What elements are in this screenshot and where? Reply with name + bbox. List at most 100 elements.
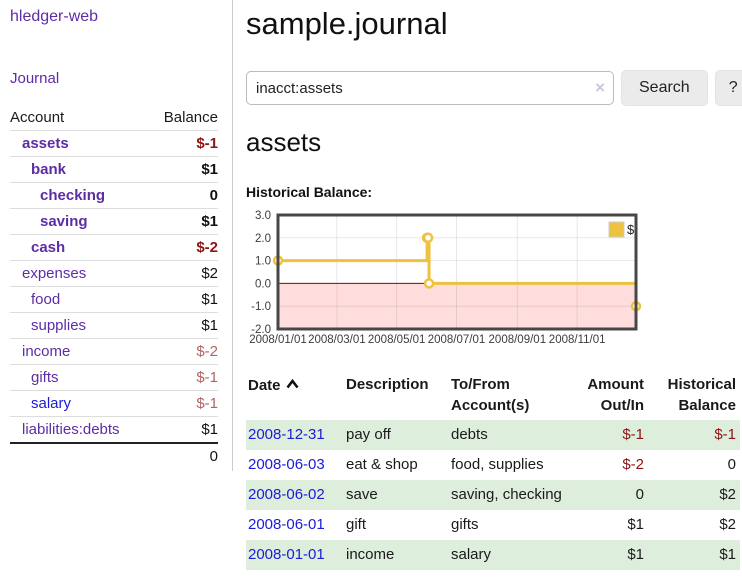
search-form: × Search ?: [246, 70, 742, 106]
transaction-date-link[interactable]: 2008-06-02: [248, 486, 325, 503]
search-input[interactable]: [246, 71, 614, 105]
register-amount: $-1: [622, 426, 644, 443]
register-accounts: gifts: [451, 516, 479, 533]
account-balance: $1: [149, 416, 218, 444]
svg-text:3.0: 3.0: [255, 210, 271, 222]
sidebar-item-journal[interactable]: Journal: [10, 70, 60, 87]
account-link[interactable]: saving: [40, 213, 88, 230]
account-link[interactable]: bank: [31, 161, 67, 178]
register-description: eat & shop: [346, 456, 418, 473]
account-balance: $-2: [149, 338, 218, 365]
register-amount: 0: [635, 486, 644, 503]
svg-text:2008/03/01: 2008/03/01: [308, 334, 366, 346]
column-header-amount: Amount Out/In: [587, 376, 644, 414]
account-link[interactable]: expenses: [22, 265, 87, 282]
main-content: sample.journal × Search ? assets Histori…: [233, 0, 742, 570]
account-row: gifts $-1: [10, 364, 218, 391]
sort-ascending-icon: [285, 374, 299, 395]
register-table: Date Description To/From Account(s) Amou…: [246, 372, 740, 570]
account-row: bank $1: [10, 156, 218, 183]
chart-container: 3.0 2.0 1.0 0.0 -1.0 -2.0 2008/01/01 2008/03/01…: [246, 209, 742, 359]
accounts-header-balance: Balance: [149, 106, 218, 131]
account-row: cash $-2: [10, 234, 218, 261]
account-balance: $1: [149, 208, 218, 235]
transaction-date-link[interactable]: 2008-12-31: [248, 426, 325, 443]
column-header-description: Description: [346, 376, 429, 393]
account-row: income $-2: [10, 338, 218, 365]
column-header-accounts: To/From Account(s): [451, 376, 530, 414]
register-amount: $1: [627, 546, 644, 563]
account-link[interactable]: salary: [31, 395, 72, 412]
register-accounts: salary: [451, 546, 492, 563]
column-header-balance: Historical Balance: [667, 376, 736, 414]
accounts-total-spacer: [10, 442, 150, 469]
register-description: pay off: [346, 426, 391, 443]
account-balance: $1: [149, 312, 218, 339]
register-balance: $-1: [714, 426, 736, 443]
register-balance: $2: [719, 516, 736, 533]
register-row: 2008-12-31 pay off debts $-1 $-1: [246, 420, 740, 450]
register-description: gift: [346, 516, 367, 533]
account-link[interactable]: gifts: [31, 369, 59, 386]
register-accounts: food, supplies: [451, 456, 544, 473]
account-row: supplies $1: [10, 312, 218, 339]
page-title: sample.journal: [246, 6, 448, 41]
account-balance: $-1: [149, 130, 218, 157]
account-balance: $-1: [149, 390, 218, 417]
help-button[interactable]: ?: [714, 70, 742, 106]
svg-text:-1.0: -1.0: [251, 301, 271, 313]
account-link[interactable]: supplies: [31, 317, 87, 334]
accounts-total-row: 0: [10, 442, 218, 469]
account-balance: $1: [149, 156, 218, 183]
account-heading: assets: [246, 127, 322, 157]
account-link[interactable]: cash: [31, 239, 66, 256]
account-row: liabilities:debts $1: [10, 416, 218, 444]
account-row: expenses $2: [10, 260, 218, 287]
register-amount: $1: [627, 516, 644, 533]
transaction-date-link[interactable]: 2008-06-01: [248, 516, 325, 533]
svg-text:1.0: 1.0: [255, 256, 271, 268]
register-row: 2008-01-01 income salary $1 $1: [246, 540, 740, 570]
svg-text:2008/05/01: 2008/05/01: [368, 334, 426, 346]
accounts-header-account: Account: [10, 106, 150, 131]
svg-text:2008/09/01: 2008/09/01: [489, 334, 547, 346]
account-balance: $-2: [149, 234, 218, 261]
clear-search-icon[interactable]: ×: [595, 78, 605, 97]
app-title: hledger-web: [10, 8, 220, 26]
account-link[interactable]: assets: [22, 135, 69, 152]
account-row: assets $-1: [10, 130, 218, 157]
account-link[interactable]: food: [31, 291, 61, 308]
account-balance: $2: [149, 260, 218, 287]
account-link[interactable]: income: [22, 343, 71, 360]
column-header-date[interactable]: Date: [246, 372, 344, 420]
register-tbody: 2008-12-31 pay off debts $-1 $-1 2008-06-03 ea…: [246, 420, 740, 570]
svg-text:2008/07/01: 2008/07/01: [428, 334, 486, 346]
register-row: 2008-06-03 eat & shop food, supplies $-2 0: [246, 450, 740, 480]
search-button[interactable]: Search: [621, 70, 708, 106]
register-row: 2008-06-02 save saving, checking 0 $2: [246, 480, 740, 510]
register-row: 2008-06-01 gift gifts $1 $2: [246, 510, 740, 540]
account-balance: $-1: [149, 364, 218, 391]
register-accounts: debts: [451, 426, 488, 443]
accounts-tbody: assets $-1 bank $1 checking 0 saving $1 cash $-2 e…: [10, 130, 218, 444]
accounts-total-value: 0: [149, 442, 218, 469]
account-balance: 0: [149, 182, 218, 209]
register-amount: $-2: [622, 456, 644, 473]
transaction-date-link[interactable]: 2008-01-01: [248, 546, 325, 563]
svg-text:0.0: 0.0: [255, 278, 271, 290]
account-link[interactable]: liabilities:debts: [22, 421, 120, 438]
account-link[interactable]: checking: [40, 187, 106, 204]
account-row: saving $1: [10, 208, 218, 235]
sidebar: hledger-web Journal Account Balance asse…: [0, 0, 233, 471]
account-row: food $1: [10, 286, 218, 313]
chart-section-label: Historical Balance:: [246, 184, 373, 200]
accounts-table: Account Balance assets $-1 bank $1 checking 0…: [10, 106, 218, 469]
svg-text:$: $: [627, 222, 635, 237]
register-accounts: saving, checking: [451, 486, 562, 503]
account-row: salary $-1: [10, 390, 218, 417]
transaction-date-link[interactable]: 2008-06-03: [248, 456, 325, 473]
app-title-link[interactable]: hledger-web: [10, 8, 99, 25]
svg-text:-2.0: -2.0: [251, 324, 271, 336]
svg-text:2.0: 2.0: [255, 233, 271, 245]
